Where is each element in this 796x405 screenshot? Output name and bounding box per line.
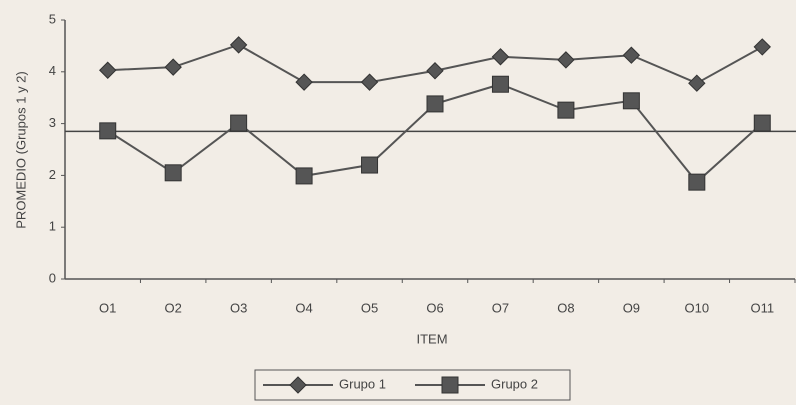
y-tick-label: 2 — [49, 167, 56, 182]
x-tick-label: O9 — [623, 300, 640, 315]
data-point — [491, 75, 509, 93]
data-point — [230, 114, 248, 132]
data-point — [753, 114, 771, 132]
x-tick-label: O10 — [685, 300, 710, 315]
data-point — [426, 95, 444, 113]
x-axis-label: ITEM — [416, 331, 447, 346]
data-point — [229, 36, 248, 54]
data-point — [426, 62, 444, 80]
x-tick-label: O11 — [750, 300, 774, 315]
data-point — [164, 164, 182, 182]
legend-box — [254, 369, 571, 401]
data-point — [99, 122, 117, 140]
x-tick-label: O3 — [230, 300, 247, 315]
data-point — [557, 101, 575, 119]
data-point — [99, 61, 117, 79]
x-tick-label: O5 — [361, 300, 378, 315]
legend-marker — [289, 376, 307, 394]
x-tick-label: O8 — [557, 300, 574, 315]
data-point — [491, 48, 510, 66]
y-tick-label: 5 — [49, 11, 56, 26]
x-tick-label: O2 — [165, 300, 182, 315]
y-tick-label: 4 — [49, 63, 56, 78]
x-tick-label: O7 — [492, 300, 509, 315]
data-point — [295, 167, 313, 185]
data-point — [753, 38, 771, 56]
data-point — [361, 156, 379, 174]
data-point — [622, 46, 641, 64]
data-point — [622, 92, 640, 110]
data-point — [360, 73, 379, 91]
data-point — [557, 51, 575, 69]
y-tick-label: 1 — [49, 219, 56, 234]
data-point — [295, 73, 313, 91]
data-point — [688, 173, 706, 191]
x-tick-label: O4 — [295, 300, 312, 315]
legend-marker — [441, 376, 459, 394]
y-tick-label: 3 — [49, 115, 56, 130]
y-axis-label: PROMEDIO (Grupos 1 y 2) — [13, 71, 28, 228]
legend-label: Grupo 2 — [491, 376, 538, 391]
legend-label: Grupo 1 — [339, 376, 386, 391]
x-tick-label: O1 — [99, 300, 116, 315]
data-point — [164, 58, 182, 76]
x-tick-label: O6 — [426, 300, 443, 315]
y-tick-label: 0 — [49, 270, 56, 285]
data-point — [688, 74, 706, 92]
